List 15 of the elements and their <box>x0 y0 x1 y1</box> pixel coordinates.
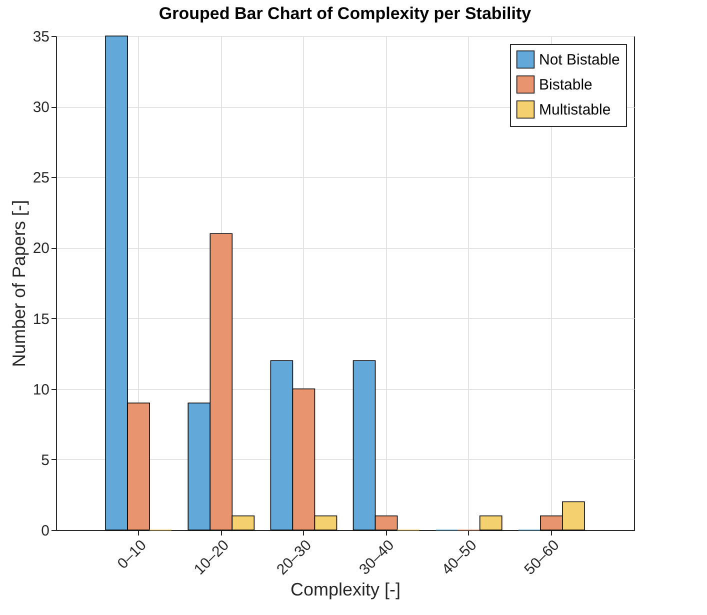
y-tick-label: 0 <box>41 522 50 540</box>
y-tick-label: 30 <box>32 99 50 116</box>
y-tick-label: 15 <box>32 310 50 328</box>
y-tick-label: 10 <box>32 381 50 398</box>
y-tick-label: 20 <box>32 240 50 258</box>
y-axis-title: Number of Papers [-] <box>8 200 29 368</box>
legend-label: Bistable <box>539 76 592 94</box>
y-tick-label: 35 <box>32 28 50 46</box>
chart-title: Grouped Bar Chart of Complexity per Stability <box>158 4 532 23</box>
bar <box>479 515 502 530</box>
legend-label: Multistable <box>539 102 611 118</box>
y-tick-label: 25 <box>32 170 50 187</box>
legend-label: Not Bistable <box>539 52 620 68</box>
x-axis-title: Complexity [-] <box>290 580 401 600</box>
y-tick-label: 5 <box>41 452 50 469</box>
